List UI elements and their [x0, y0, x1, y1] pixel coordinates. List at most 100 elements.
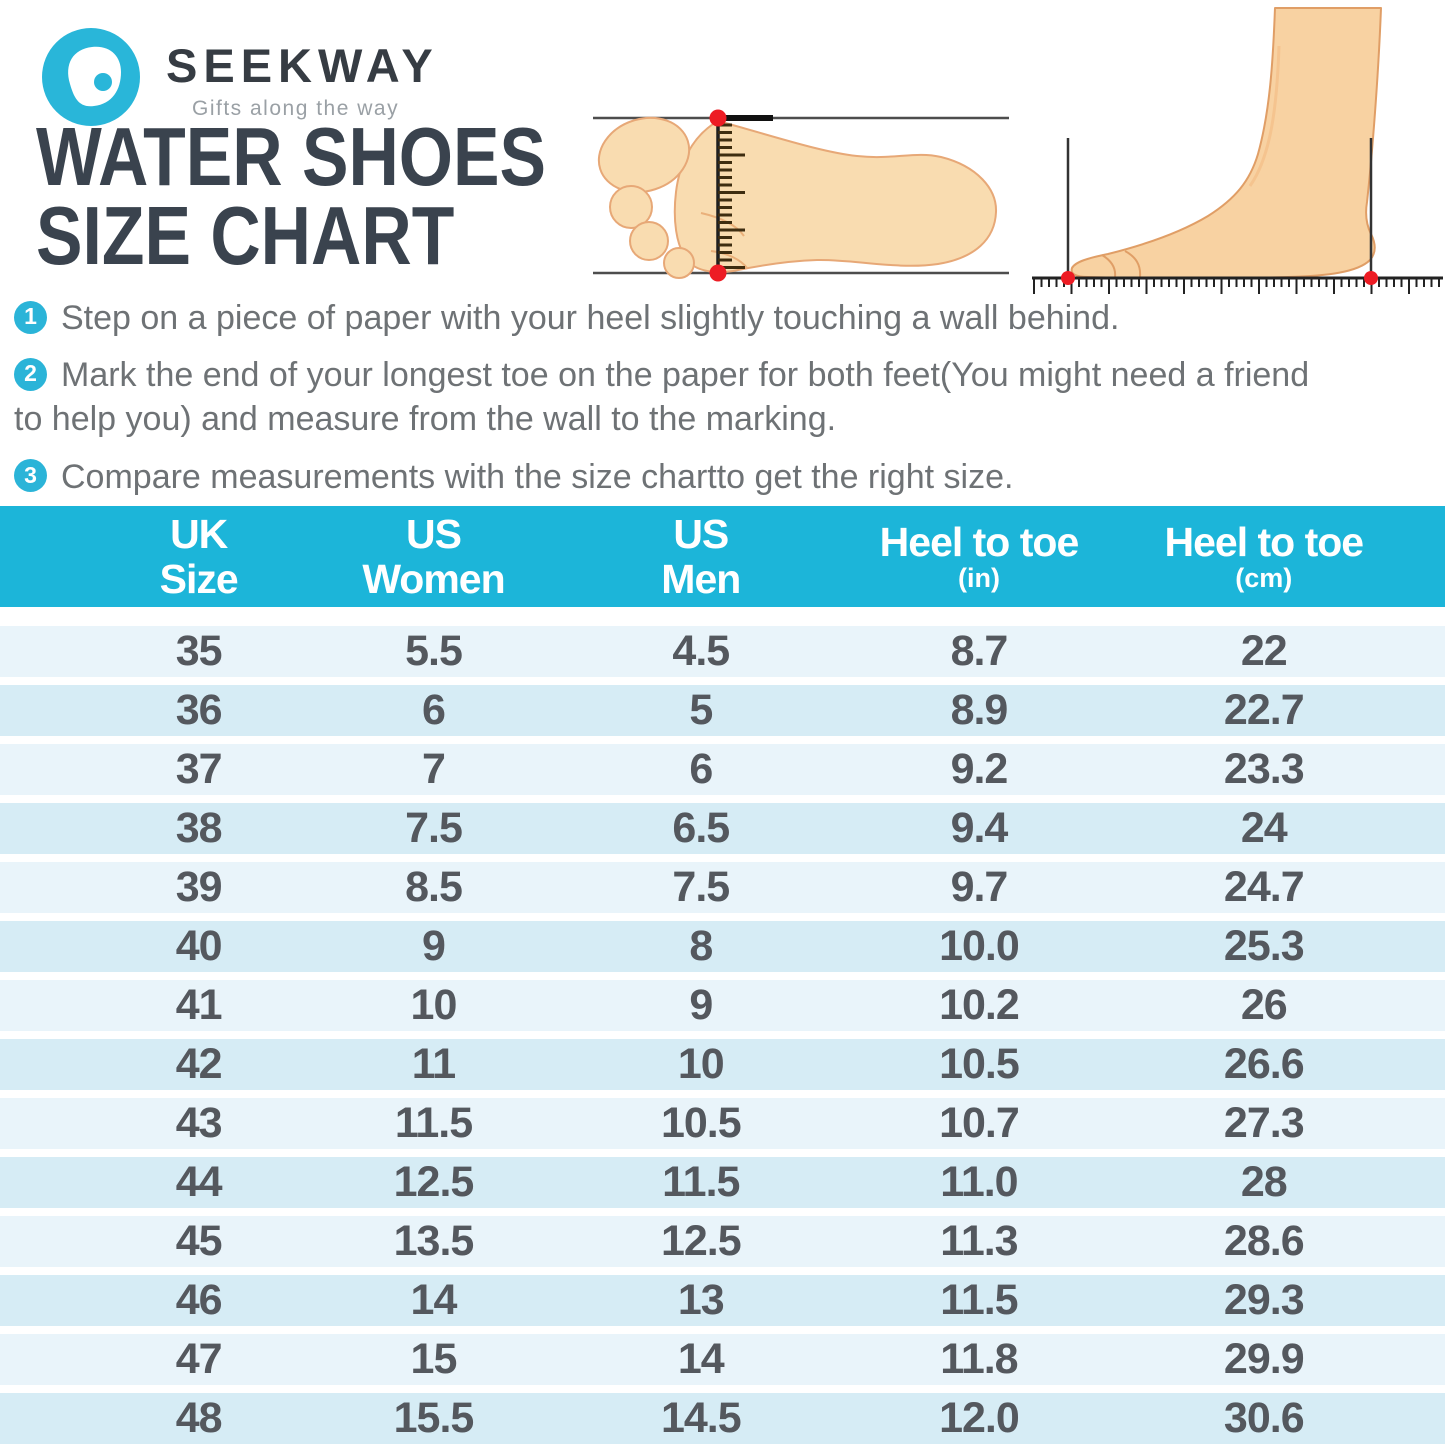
size-table-cell: 29.3: [1223, 1276, 1305, 1324]
size-table-cell: 42: [175, 1040, 223, 1088]
size-table-body: 35 5.5 4.5 8.7 22 36 6 5 8.9 22.7 37 7 6 9.2 23.3 38 7.5…: [0, 618, 1445, 1444]
header-line2: (cm): [1235, 563, 1293, 594]
step-number-badge: 1: [14, 300, 47, 334]
size-table-cell: 11.5: [662, 1158, 740, 1206]
step-number-badge: 2: [14, 357, 47, 391]
size-table-cell: 9.2: [950, 745, 1009, 793]
size-table-cell: 10: [677, 1040, 725, 1088]
size-table-cell: 27.3: [1223, 1099, 1305, 1147]
size-table-cell: 43: [175, 1099, 223, 1147]
header-line2: Size: [159, 555, 239, 602]
size-table-cell: 37: [175, 745, 223, 793]
size-table-row: 43 11.5 10.5 10.7 27.3: [0, 1090, 1445, 1149]
width-ruler-ticks: [718, 123, 745, 269]
header-line2: Men: [661, 555, 741, 602]
ankle-shading-line: [1248, 45, 1281, 187]
instruction-text: Step on a piece of paper with your heel …: [61, 299, 1120, 337]
instruction-step-2: 2 Mark the end of your longest toe on the…: [14, 353, 1344, 441]
foot-sole-shape: [597, 116, 998, 279]
size-table-cell: 6.5: [672, 804, 730, 852]
size-table-cell: 44: [175, 1158, 223, 1206]
size-table-cell: 7.5: [405, 804, 463, 852]
size-table-cell: 15.5: [393, 1394, 475, 1442]
size-table-cell: 5.5: [405, 627, 463, 675]
size-table-cell: 12.5: [660, 1217, 742, 1265]
size-table-cell: 29.9: [1223, 1335, 1305, 1383]
size-table-cell: 28.6: [1223, 1217, 1305, 1265]
size-table-cell: 36: [175, 686, 223, 734]
red-dot-marker: [1061, 271, 1075, 285]
page-title-line2: SIZE CHART: [36, 188, 455, 282]
size-table-cell: 35: [175, 627, 223, 675]
size-table-cell: 12.5: [393, 1158, 475, 1206]
size-table-cell: 5: [689, 686, 713, 734]
header-line1: UK: [170, 511, 228, 558]
size-table-cell: 14: [410, 1276, 458, 1324]
foot-side-length-ruler-illustration: [1032, 7, 1443, 294]
column-header-heel-to-toe-cm: Heel to toe (cm): [1113, 520, 1445, 593]
header-line2: Women: [362, 555, 505, 602]
size-table-cell: 24: [1240, 804, 1288, 852]
size-table-cell: 26.6: [1223, 1040, 1305, 1088]
brand-copy: SEEKWAY Gifts along the way: [166, 26, 439, 121]
size-table-cell: 24.7: [1223, 863, 1305, 911]
size-table-row: 40 9 8 10.0 25.3: [0, 913, 1445, 972]
size-table-row: 38 7.5 6.5 9.4 24: [0, 795, 1445, 854]
size-table-cell: 25.3: [1223, 922, 1305, 970]
size-table-cell: 30.6: [1223, 1394, 1305, 1442]
size-table-row: 36 6 5 8.9 22.7: [0, 677, 1445, 736]
size-table-cell: 8.9: [950, 686, 1009, 734]
size-table-cell: 40: [175, 922, 223, 970]
page-title-line1: WATER SHOES: [36, 110, 547, 203]
size-table-row: 47 15 14 11.8 29.9: [0, 1326, 1445, 1385]
header-line1: Heel to toe: [879, 518, 1080, 565]
header-line1: Heel to toe: [1164, 518, 1364, 565]
brand-tagline: Gifts along the way: [192, 97, 400, 120]
size-table-cell: 7: [422, 745, 446, 793]
length-guide-lines: [1066, 138, 1373, 278]
size-table-header-row: UK Size US Women US Men Heel to toe (in)…: [0, 506, 1445, 607]
size-table-cell: 11.5: [394, 1099, 473, 1147]
seekway-logo-icon: [42, 28, 140, 126]
header-line2: (in): [957, 563, 1000, 594]
size-table-row: 46 14 13 11.5 29.3: [0, 1267, 1445, 1326]
brand-name: SEEKWAY: [166, 39, 439, 92]
size-table-cell: 9: [422, 922, 446, 970]
size-table-row: 37 7 6 9.2 23.3: [0, 736, 1445, 795]
instruction-text: Compare measurements with the size chart…: [61, 457, 1014, 496]
size-table-row: 44 12.5 11.5 11.0 28: [0, 1149, 1445, 1208]
size-table-row: 45 13.5 12.5 11.3 28.6: [0, 1208, 1445, 1267]
red-dot-marker: [1364, 271, 1378, 285]
brand-header: SEEKWAY Gifts along the way: [40, 26, 439, 128]
step-number-badge: 3: [14, 459, 47, 493]
column-header-heel-to-toe-in: Heel to toe (in): [845, 520, 1112, 593]
size-table-cell: 14.5: [660, 1394, 742, 1442]
size-table-cell: 10.5: [660, 1099, 742, 1147]
size-table-row: 42 11 10 10.5 26.6: [0, 1031, 1445, 1090]
size-table-cell: 4.5: [672, 627, 730, 675]
size-table-cell: 11.5: [940, 1276, 1018, 1324]
size-table-cell: 10.7: [939, 1099, 1020, 1147]
size-table-cell: 15: [410, 1335, 458, 1383]
header-line1: US: [405, 511, 462, 558]
size-table-cell: 23.3: [1223, 745, 1305, 793]
size-table-row: 48 15.5 14.5 12.0 30.6: [0, 1385, 1445, 1444]
size-table-cell: 26: [1240, 981, 1288, 1029]
column-header-us-men: US Men: [556, 512, 845, 601]
instruction-step-3: 3 Compare measurements with the size char…: [14, 455, 1344, 499]
red-dot-marker: [709, 264, 727, 282]
instructions-list: 1 Step on a piece of paper with your heel…: [14, 296, 1344, 512]
size-table-cell: 6: [689, 745, 713, 793]
column-header-us-women: US Women: [311, 512, 557, 601]
size-table-cell: 39: [175, 863, 223, 911]
red-dot-marker: [709, 109, 727, 127]
size-table-cell: 11.3: [940, 1217, 1018, 1265]
size-table-cell: 46: [175, 1276, 223, 1324]
size-table-cell: 8.5: [405, 863, 463, 911]
size-table-cell: 13.5: [393, 1217, 475, 1265]
size-table-cell: 11: [411, 1040, 456, 1088]
size-table-cell: 13: [677, 1276, 725, 1324]
size-table-cell: 12.0: [939, 1394, 1020, 1442]
size-table-cell: 8.7: [950, 627, 1009, 675]
